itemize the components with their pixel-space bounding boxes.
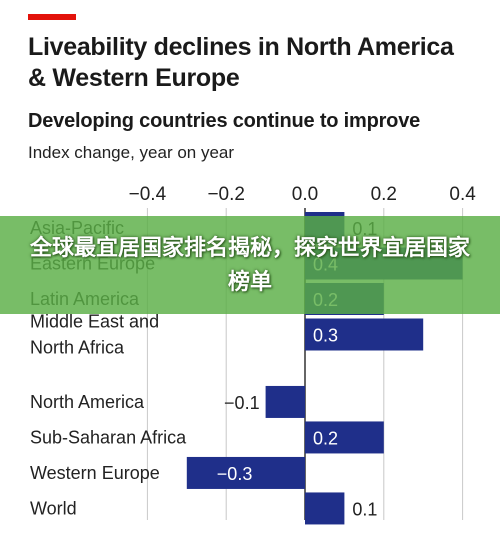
x-tick-label: 0.0	[292, 184, 318, 205]
chart-subtitle: Developing countries continue to improve	[28, 110, 421, 132]
value-label: 0.2	[313, 428, 338, 448]
value-label: 0.3	[313, 326, 338, 346]
category-label: World	[30, 498, 77, 518]
x-tick-label: −0.4	[129, 184, 167, 205]
chart-title: Liveability declines in North America & …	[28, 33, 454, 92]
category-label: Sub-Saharan Africa	[30, 427, 187, 447]
value-label: −0.3	[217, 464, 253, 484]
value-label: 0.1	[352, 499, 377, 519]
value-label: −0.1	[224, 393, 260, 413]
x-tick-label: 0.4	[449, 184, 476, 205]
bar	[305, 318, 424, 351]
bar	[186, 456, 305, 489]
promo-banner-text: 全球最宜居国家排名揭秘，探究世界宜居国家榜单	[29, 236, 470, 295]
category-label: North America	[30, 392, 145, 412]
x-tick-label: −0.2	[207, 184, 245, 205]
bar	[305, 421, 384, 454]
category-label: Middle East and North Africa	[30, 312, 159, 358]
category-label: Western Europe	[30, 463, 160, 483]
x-tick-label: 0.2	[371, 184, 397, 205]
accent-bar	[28, 14, 76, 20]
bar	[265, 385, 305, 418]
promo-banner	[0, 216, 500, 314]
bar	[305, 492, 345, 525]
unit-label: Index change, year on year	[28, 143, 235, 162]
